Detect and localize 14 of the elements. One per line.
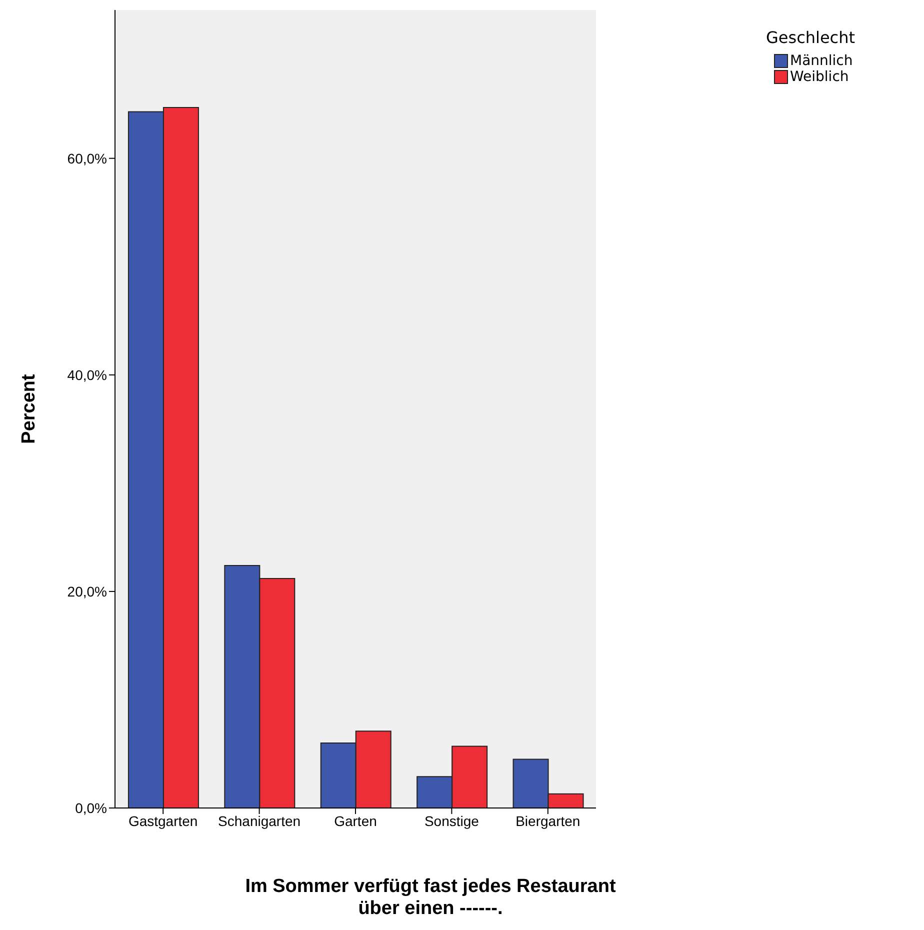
y-tick-label: 40,0% bbox=[67, 366, 107, 383]
y-tick-label: 0,0% bbox=[75, 800, 107, 816]
legend-label: Männlich bbox=[789, 53, 854, 69]
x-tick-label: Schanigarten bbox=[218, 812, 301, 829]
x-tick-label: Sonstige bbox=[424, 812, 480, 829]
x-tick-label: Gastgarten bbox=[128, 812, 198, 829]
legend-label: Weiblich bbox=[789, 69, 850, 85]
x-axis-title: Im Sommer verfügt fast jedes Restaurant über einen ------. bbox=[244, 876, 617, 920]
legend-title: Geschlecht bbox=[766, 28, 856, 47]
y-tick-label: 20,0% bbox=[67, 583, 107, 600]
y-tick-label: 60,0% bbox=[67, 150, 107, 166]
y-axis-title: Percent bbox=[18, 373, 40, 444]
x-tick-label: Biergarten bbox=[516, 812, 580, 829]
x-tick-label: Garten bbox=[334, 812, 377, 829]
